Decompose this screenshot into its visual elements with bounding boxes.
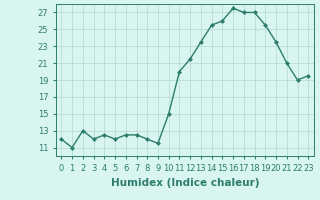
X-axis label: Humidex (Indice chaleur): Humidex (Indice chaleur)	[110, 178, 259, 188]
